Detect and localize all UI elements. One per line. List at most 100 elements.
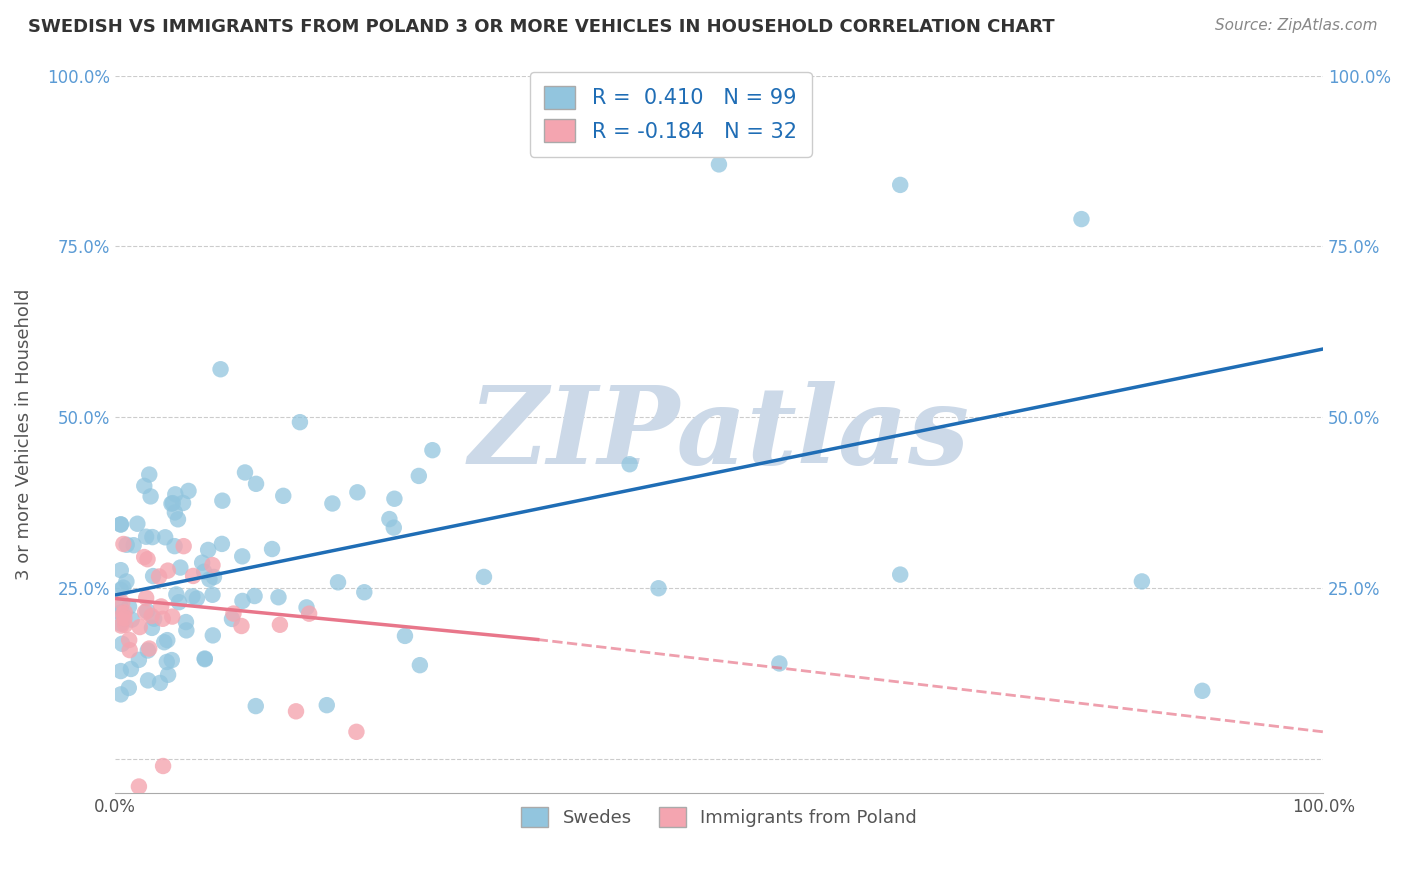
Point xyxy=(120,662,142,676)
Text: SWEDISH VS IMMIGRANTS FROM POLAND 3 OR MORE VEHICLES IN HOUSEHOLD CORRELATION CH: SWEDISH VS IMMIGRANTS FROM POLAND 3 OR M… xyxy=(28,18,1054,36)
Point xyxy=(134,605,156,619)
Point xyxy=(111,607,134,622)
Point xyxy=(222,607,245,621)
Point xyxy=(211,493,233,508)
Point xyxy=(163,539,186,553)
Point xyxy=(197,542,219,557)
Point xyxy=(193,565,215,579)
Point xyxy=(231,549,253,564)
Point xyxy=(110,616,132,631)
Point xyxy=(1070,212,1092,227)
Point xyxy=(167,512,190,526)
Point xyxy=(134,550,156,565)
Point xyxy=(112,611,135,625)
Point xyxy=(889,178,911,192)
Point xyxy=(346,485,368,500)
Point xyxy=(889,567,911,582)
Point xyxy=(201,628,224,642)
Point xyxy=(165,487,187,501)
Point xyxy=(1191,683,1213,698)
Point xyxy=(162,609,184,624)
Point xyxy=(233,466,256,480)
Point xyxy=(231,619,253,633)
Point xyxy=(148,569,170,583)
Point xyxy=(167,595,190,609)
Point xyxy=(135,591,157,605)
Point xyxy=(353,585,375,599)
Point xyxy=(127,516,149,531)
Point xyxy=(245,476,267,491)
Point xyxy=(134,479,156,493)
Point xyxy=(321,496,343,510)
Point xyxy=(115,538,138,552)
Point xyxy=(112,581,135,595)
Point xyxy=(110,618,132,632)
Point xyxy=(152,759,174,773)
Point xyxy=(409,658,432,673)
Point xyxy=(128,653,150,667)
Point xyxy=(176,624,198,638)
Point xyxy=(422,443,444,458)
Y-axis label: 3 or more Vehicles in Household: 3 or more Vehicles in Household xyxy=(15,289,32,580)
Point xyxy=(156,633,179,648)
Point xyxy=(162,496,184,510)
Point xyxy=(110,517,132,532)
Point xyxy=(111,596,134,610)
Point xyxy=(110,664,132,678)
Point xyxy=(315,698,337,713)
Point xyxy=(110,687,132,701)
Point xyxy=(136,604,159,618)
Point xyxy=(191,556,214,570)
Point xyxy=(346,724,368,739)
Point xyxy=(118,643,141,657)
Point xyxy=(382,521,405,535)
Point xyxy=(408,469,430,483)
Point xyxy=(198,572,221,586)
Point xyxy=(138,467,160,482)
Point xyxy=(141,530,163,544)
Point xyxy=(128,620,150,634)
Point xyxy=(472,570,495,584)
Point xyxy=(619,457,641,471)
Point xyxy=(114,606,136,620)
Point xyxy=(221,612,243,626)
Point xyxy=(174,615,197,629)
Point xyxy=(114,618,136,632)
Point xyxy=(201,588,224,602)
Point xyxy=(298,607,321,621)
Point xyxy=(384,491,406,506)
Point xyxy=(110,600,132,615)
Point xyxy=(245,699,267,714)
Point xyxy=(141,609,163,624)
Point xyxy=(118,632,141,647)
Point xyxy=(136,673,159,688)
Text: ZIPatlas: ZIPatlas xyxy=(468,382,970,487)
Point xyxy=(231,594,253,608)
Point xyxy=(211,537,233,551)
Point xyxy=(269,617,291,632)
Point xyxy=(209,362,232,376)
Point xyxy=(177,483,200,498)
Point xyxy=(160,653,183,667)
Point xyxy=(163,505,186,519)
Point xyxy=(115,574,138,589)
Point xyxy=(136,552,159,566)
Point xyxy=(112,537,135,551)
Point xyxy=(260,541,283,556)
Point xyxy=(1130,574,1153,589)
Point xyxy=(110,563,132,577)
Point xyxy=(111,637,134,651)
Point xyxy=(295,600,318,615)
Point xyxy=(169,560,191,574)
Point xyxy=(768,657,790,671)
Point xyxy=(150,599,173,614)
Point xyxy=(202,570,225,584)
Point xyxy=(118,599,141,614)
Point xyxy=(378,512,401,526)
Point xyxy=(156,655,179,669)
Point xyxy=(118,681,141,695)
Point xyxy=(173,539,195,553)
Point xyxy=(181,590,204,604)
Point xyxy=(201,558,224,573)
Point xyxy=(271,489,294,503)
